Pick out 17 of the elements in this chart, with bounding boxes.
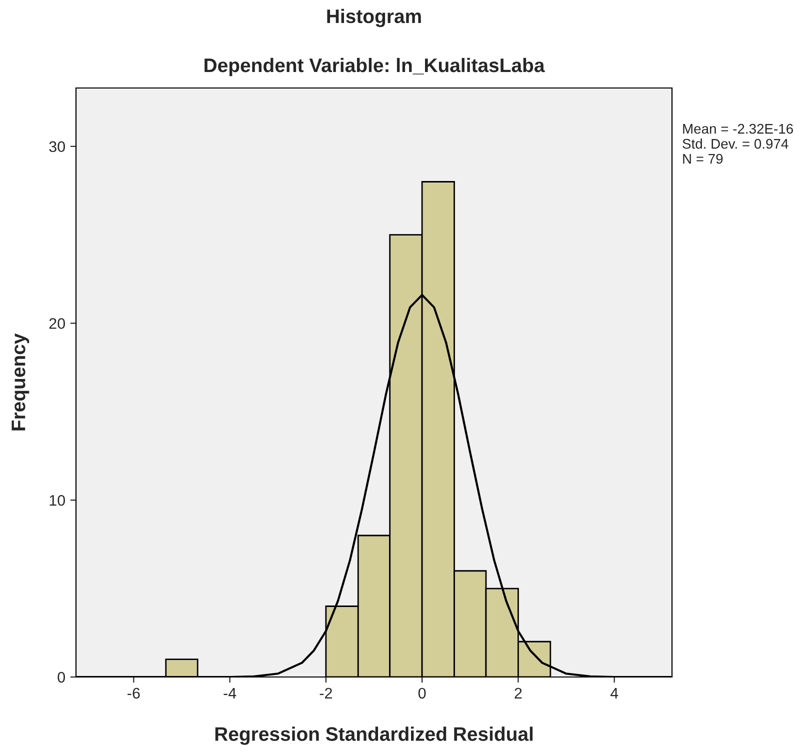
text: N = 79 [683,154,723,164]
x-tick-label: -2 [320,688,332,698]
y-tick-label: 0 [58,672,65,683]
chart-subtitle: Dependent Variable: ln_KualitasLaba [204,58,545,76]
text: Mean = -2.32E-16 [683,124,793,134]
y-tick-label: 30 [49,141,65,152]
x-tick-label: -6 [128,688,140,699]
x-tick-label: 2 [514,688,522,698]
y-axis-title: Frequency [12,333,30,430]
x-tick-label: -4 [224,688,236,698]
x-axis-title: Regression Standardized Residual [215,726,533,745]
x-tick-label: 4 [610,688,618,698]
y-tick-label: 10 [50,494,65,506]
y-tick-label: 20 [49,318,65,329]
chart-title: Histogram [327,8,421,28]
text: Std. Dev. = 0.974 [682,138,788,149]
x-tick-label: 0 [418,688,426,699]
